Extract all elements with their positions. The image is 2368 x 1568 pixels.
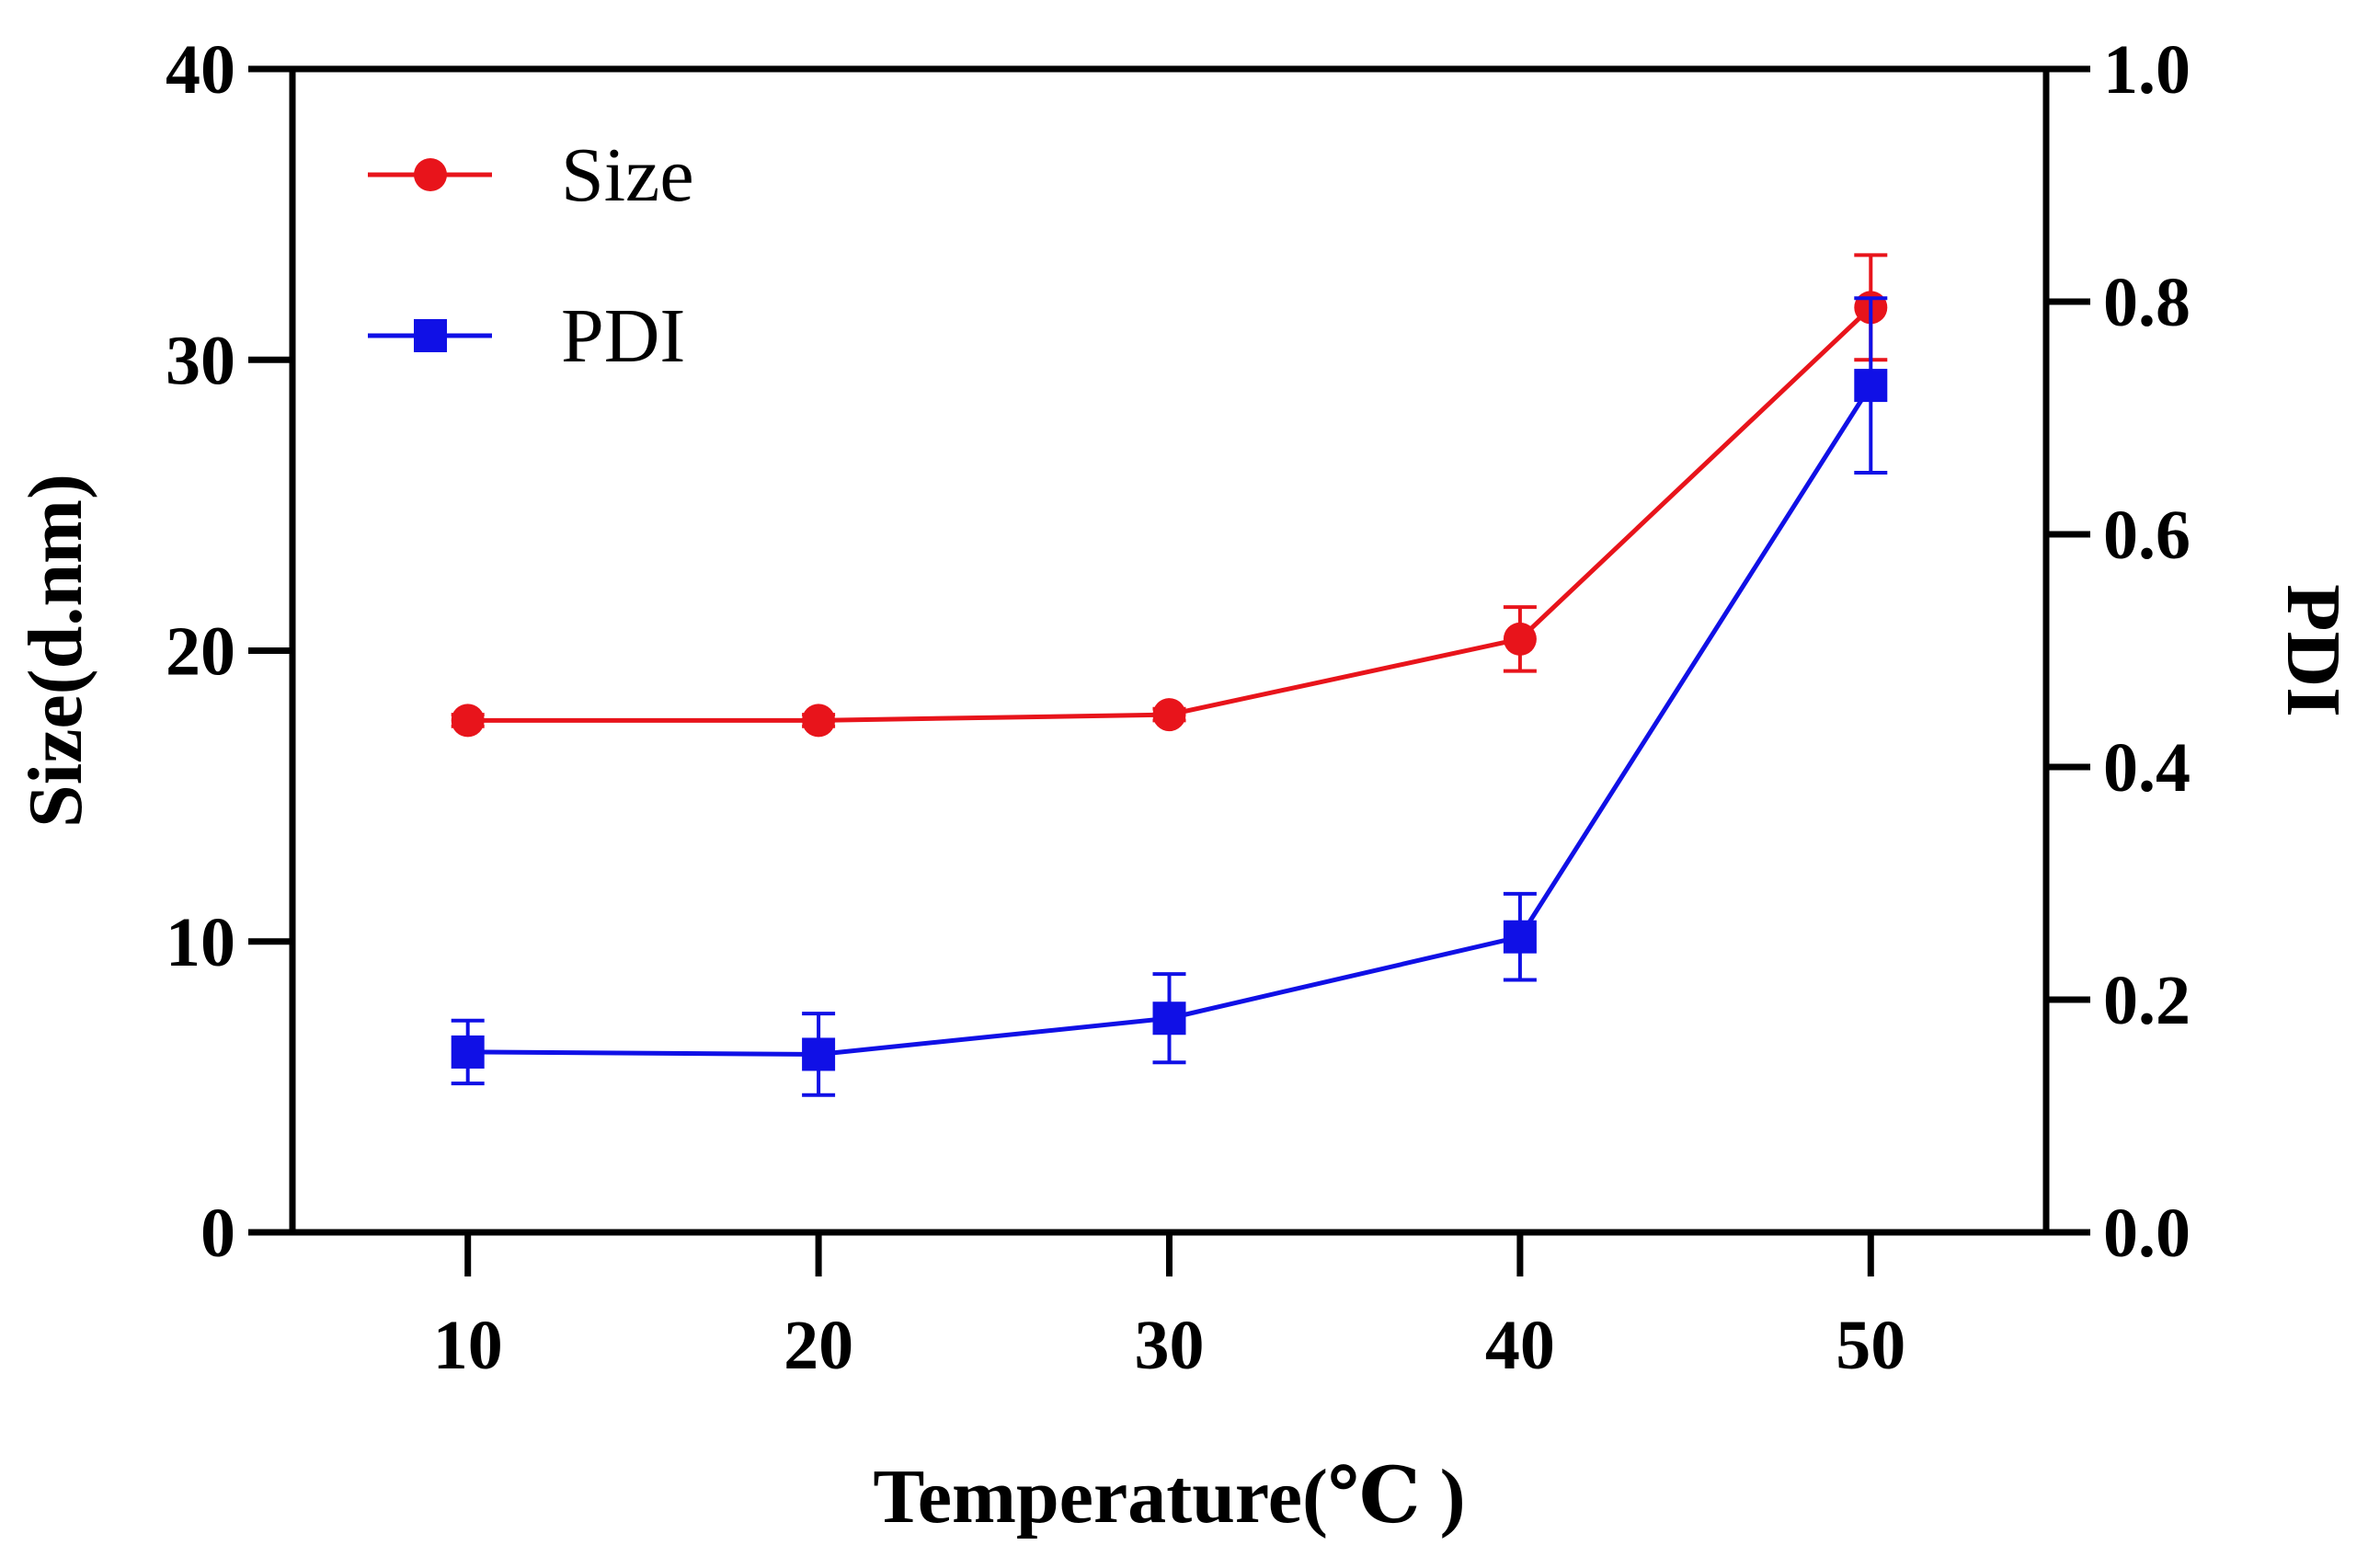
axis-labels: Temperature(℃ ) Size(d.nm) PDI: [13, 474, 2356, 1539]
data-point: [451, 1035, 485, 1069]
data-point: [1854, 369, 1888, 403]
legend-marker: [414, 319, 447, 352]
axes-layer: 0 10 20 30 40 0.0 0.2 0.4 0.6 0.8 1.0 10 20 30 40 50: [166, 31, 2191, 1384]
series-layer: [451, 253, 1888, 1097]
x-tick-label: 10: [433, 1307, 503, 1384]
y-tick-label: 10: [166, 904, 235, 981]
y-tick-label: 20: [166, 613, 235, 691]
legend-label: PDI: [561, 293, 685, 379]
data-point: [1503, 920, 1537, 954]
y2-tick-label: 0.2: [2103, 962, 2191, 1039]
y-axis-title: Size(d.nm): [13, 474, 98, 828]
data-point: [1152, 1001, 1186, 1036]
y2-tick-label: 0.0: [2103, 1195, 2191, 1272]
y2-tick-label: 0.6: [2103, 497, 2191, 574]
y2-axis-title: PDI: [2271, 584, 2356, 717]
y-tick-label: 40: [166, 31, 235, 109]
data-point: [802, 1037, 836, 1071]
x-tick-label: 20: [784, 1307, 853, 1384]
legend: Size PDI: [368, 132, 694, 379]
legend-label: Size: [561, 132, 694, 218]
y-tick-label: 30: [166, 322, 235, 399]
x-tick-label: 30: [1135, 1307, 1205, 1384]
x-axis-title: Temperature(℃ ): [873, 1454, 1465, 1539]
data-point: [802, 704, 836, 738]
series-pdi: [451, 296, 1888, 1097]
y2-tick-label: 0.8: [2103, 264, 2191, 341]
legend-item-pdi: PDI: [368, 293, 685, 379]
y-tick-label: 0: [200, 1195, 235, 1272]
y2-tick-label: 1.0: [2103, 31, 2191, 109]
x-tick-label: 40: [1485, 1307, 1555, 1384]
data-point: [451, 704, 485, 738]
series-size: [451, 253, 1888, 738]
data-point: [1503, 622, 1537, 656]
y2-tick-label: 0.4: [2103, 729, 2191, 807]
legend-item-size: Size: [368, 132, 694, 218]
data-point: [1152, 698, 1186, 732]
x-tick-label: 50: [1836, 1307, 1905, 1384]
legend-marker: [414, 158, 447, 191]
